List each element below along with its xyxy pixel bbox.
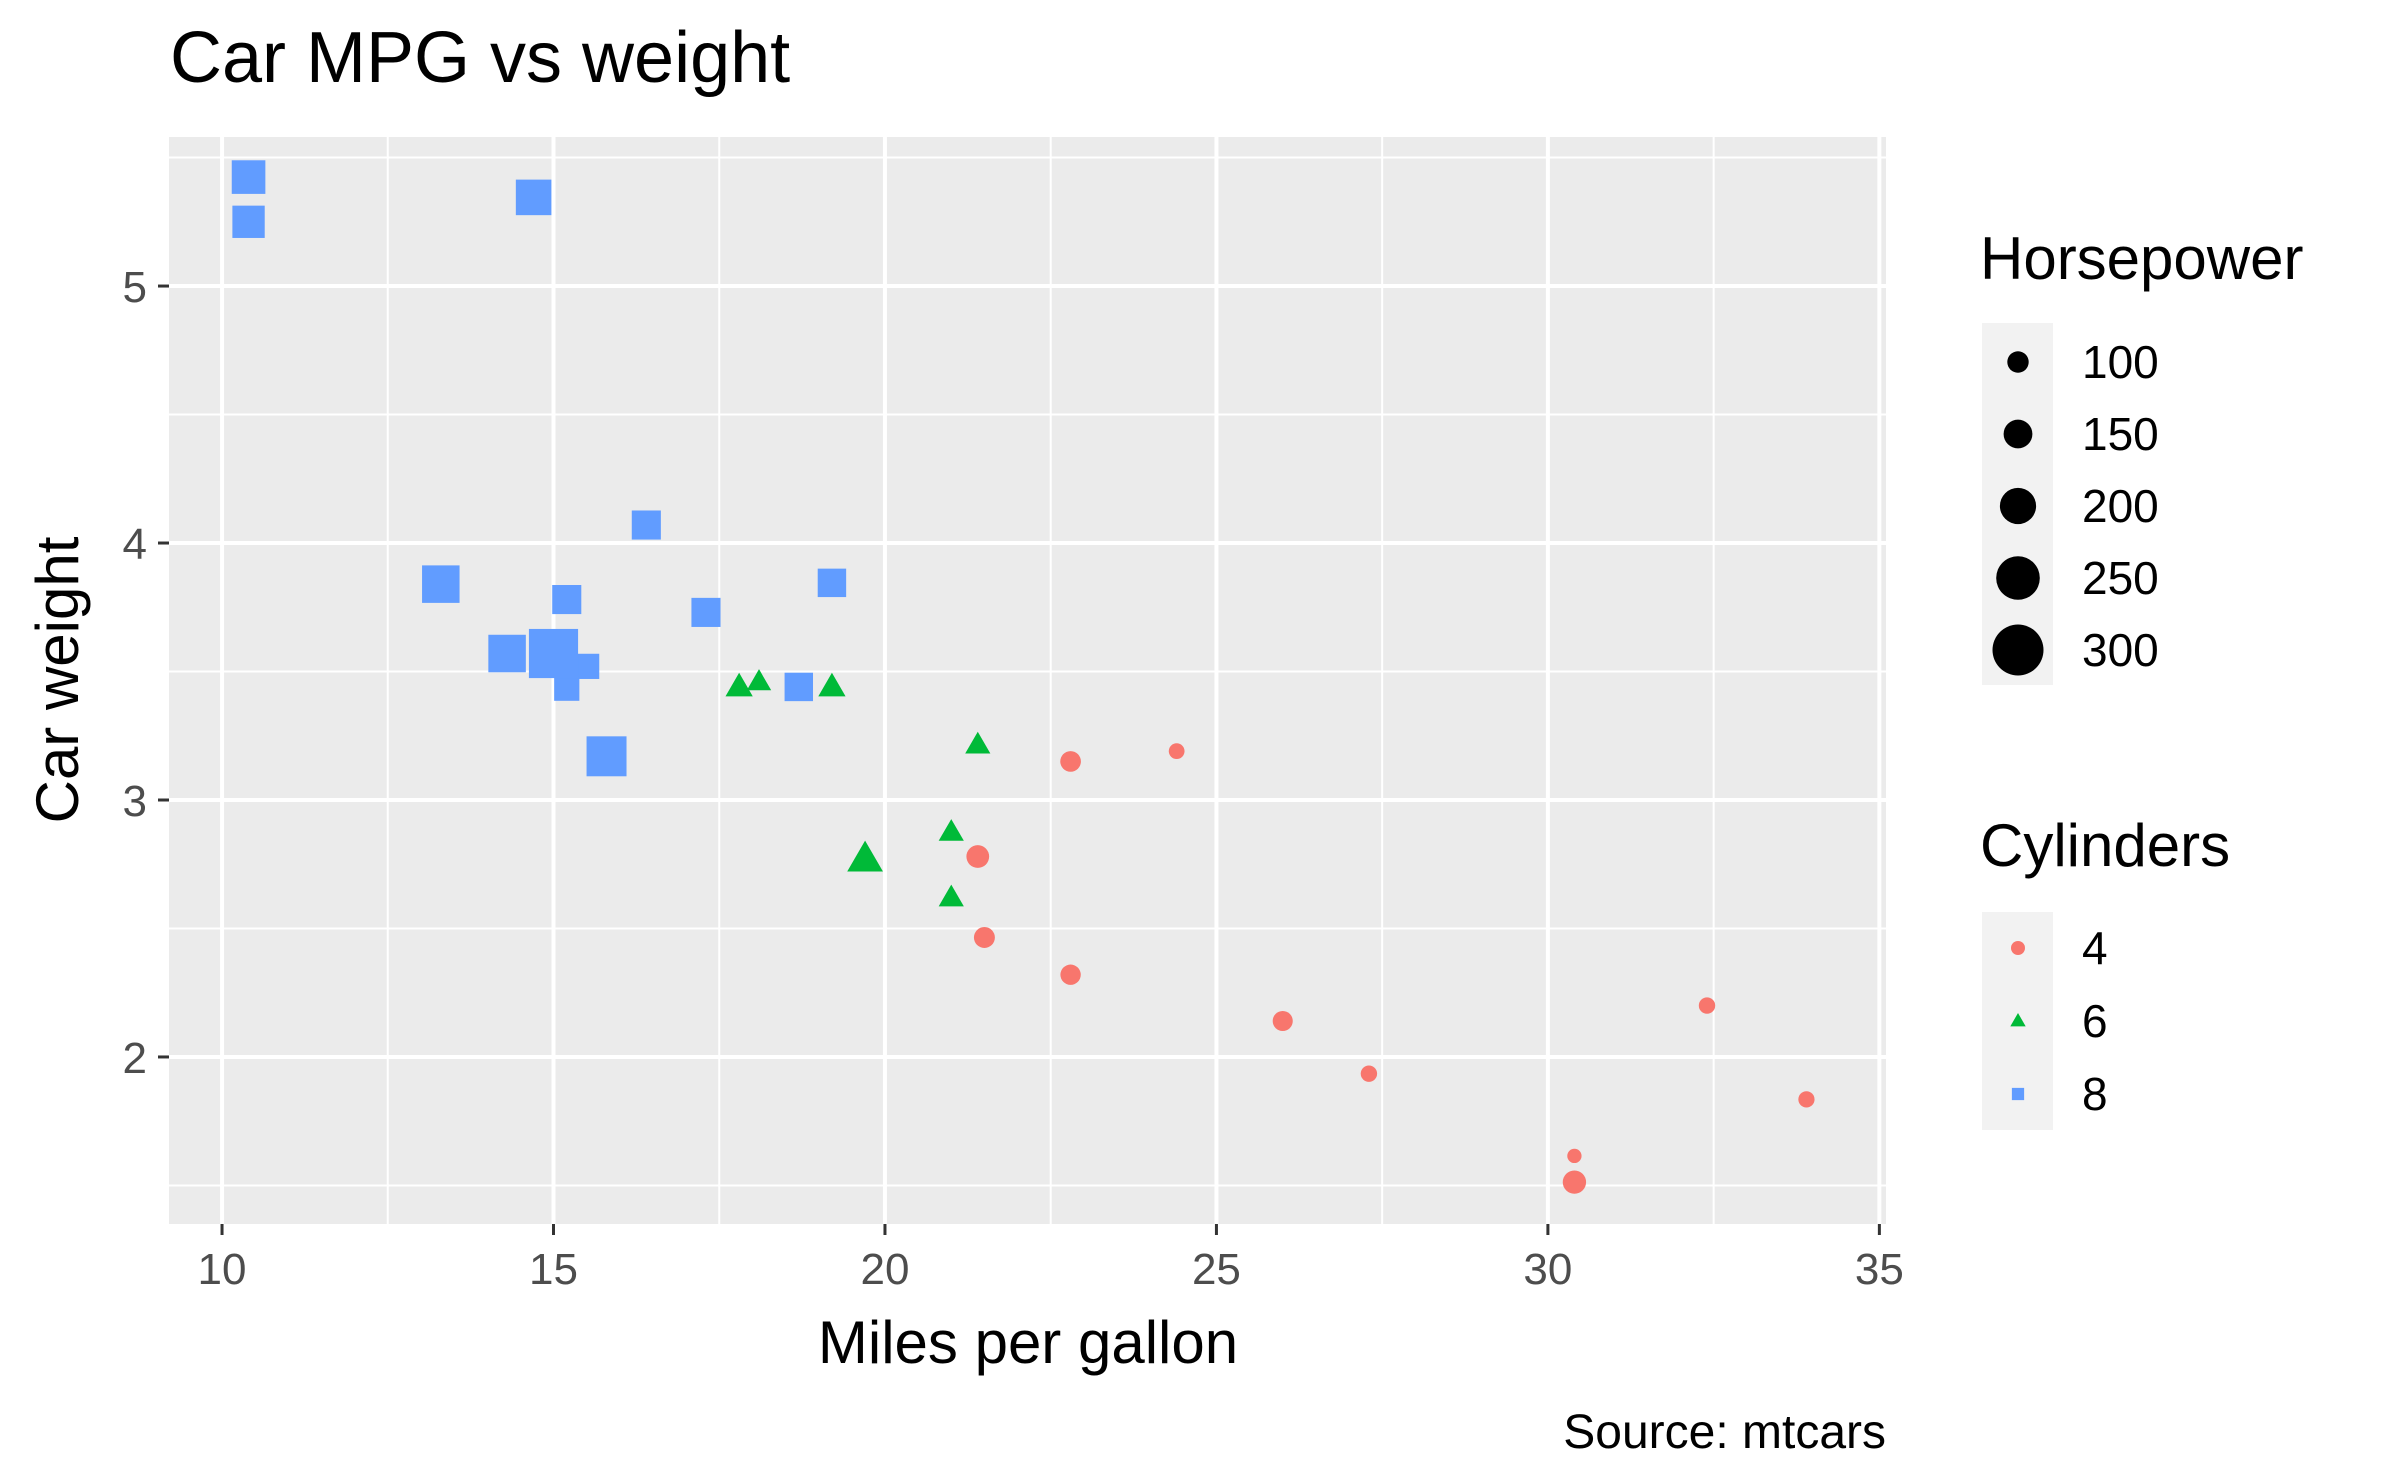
data-point-cyl-8	[574, 653, 600, 679]
data-point-cyl-6	[746, 669, 772, 691]
data-point-cyl-4	[973, 926, 995, 948]
data-point-cyl-8	[515, 179, 552, 216]
size-legend-key	[1996, 556, 2040, 600]
data-point-cyl-6	[847, 840, 883, 872]
data-point-cyl-4	[1567, 1148, 1582, 1164]
x-tick-label: 30	[1523, 1245, 1572, 1294]
grid-major-lines	[169, 137, 1886, 1224]
data-point-cyl-4	[1360, 1065, 1378, 1082]
color-legend-label: 8	[2082, 1068, 2108, 1120]
y-axis: 2 3 4 5	[123, 263, 169, 1083]
size-legend-label: 250	[2082, 552, 2159, 604]
data-point-cyl-6	[938, 884, 964, 907]
size-legend: Horsepower 100 150 200 250 300	[1980, 225, 2303, 685]
size-legend-label: 150	[2082, 408, 2159, 460]
y-tick-label: 2	[123, 1034, 147, 1083]
data-point-cyl-8	[631, 510, 661, 540]
color-legend-key-4	[2011, 941, 2025, 955]
data-point-cyl-6	[725, 672, 753, 697]
size-legend-key	[2007, 351, 2029, 373]
size-legend-key	[1992, 624, 2044, 676]
data-point-cyl-4	[1698, 997, 1716, 1014]
y-tick-label: 3	[123, 777, 147, 826]
data-point-cyl-8	[784, 672, 814, 702]
data-point-cyl-6	[965, 731, 991, 754]
color-legend-label: 4	[2082, 922, 2108, 974]
data-point-cyl-8	[817, 568, 847, 598]
x-tick-label: 15	[529, 1245, 578, 1294]
plot-panel	[169, 137, 1886, 1224]
data-point-cyl-4	[1272, 1010, 1293, 1032]
data-point-cyl-8	[586, 736, 627, 777]
data-point-cyl-8	[488, 634, 526, 673]
data-point-cyl-6	[938, 819, 964, 841]
data-point-cyl-4	[1060, 751, 1081, 772]
data-point-cyl-8	[554, 675, 580, 701]
x-tick-label: 10	[198, 1245, 247, 1294]
color-legend-key-8	[2011, 1087, 2025, 1101]
grid-minor-lines	[169, 137, 1886, 1224]
y-tick-label: 5	[123, 263, 147, 312]
size-legend-label: 300	[2082, 624, 2159, 676]
data-point-cyl-8	[552, 585, 582, 615]
chart-title: Car MPG vs weight	[170, 18, 790, 98]
color-legend-key-6	[2010, 1013, 2026, 1027]
data-point-cyl-4	[1798, 1091, 1815, 1108]
data-point-cyl-4	[1562, 1170, 1587, 1194]
size-legend-label: 200	[2082, 480, 2159, 532]
size-legend-title: Horsepower	[1980, 225, 2303, 292]
size-legend-key	[2003, 419, 2033, 449]
data-point-cyl-4	[1060, 964, 1081, 985]
data-point-cyl-8	[231, 160, 266, 194]
data-point-cyl-8	[691, 597, 721, 627]
chart-caption: Source: mtcars	[1563, 1406, 1886, 1459]
x-tick-label: 25	[1192, 1245, 1241, 1294]
data-point-cyl-8	[232, 205, 265, 238]
color-legend: Cylinders 4 6 8	[1980, 812, 2230, 1130]
data-point-cyl-4	[1168, 743, 1185, 760]
data-points	[231, 160, 1815, 1194]
size-legend-label: 100	[2082, 336, 2159, 388]
data-point-cyl-8	[422, 565, 460, 603]
color-legend-title: Cylinders	[1980, 812, 2230, 879]
size-legend-key	[1999, 487, 2037, 525]
y-tick-label: 4	[123, 520, 147, 569]
data-point-cyl-8	[528, 628, 579, 679]
data-point-cyl-4	[966, 845, 990, 868]
data-point-cyl-6	[818, 672, 846, 697]
x-axis: 10 15 20 25 30 35	[198, 1224, 1904, 1294]
x-tick-label: 20	[860, 1245, 909, 1294]
x-axis-title: Miles per gallon	[818, 1309, 1238, 1376]
x-tick-label: 35	[1855, 1245, 1904, 1294]
color-legend-label: 6	[2082, 995, 2108, 1047]
y-axis-title: Car weight	[24, 536, 91, 823]
